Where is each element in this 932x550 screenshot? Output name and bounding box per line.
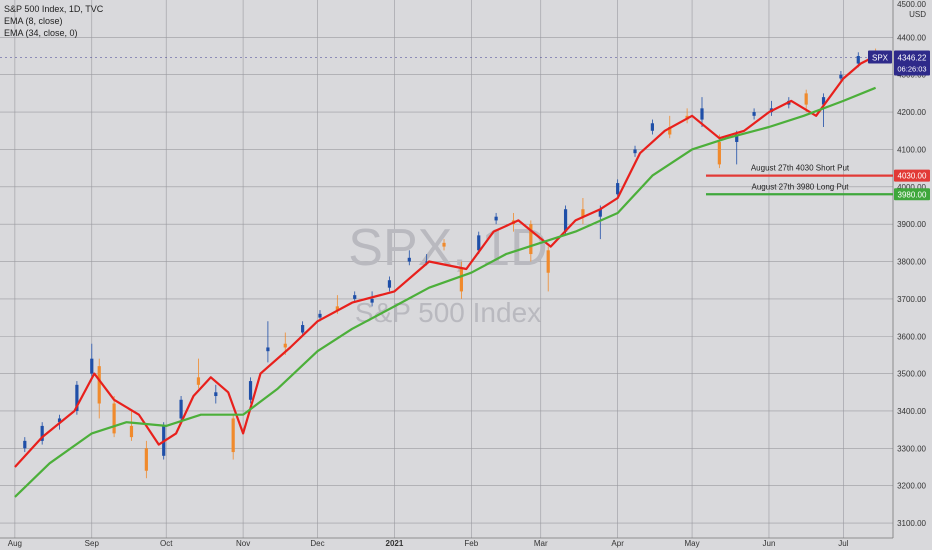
- x-tick-label: Nov: [236, 539, 250, 548]
- ema-slow-line: [14, 86, 877, 498]
- price-tag-box: [894, 50, 930, 76]
- candle-body: [494, 216, 498, 221]
- candle-body: [735, 134, 739, 142]
- candle-body: [387, 280, 392, 288]
- candle-body: [90, 358, 94, 374]
- candle-body: [370, 298, 374, 303]
- candle-body: [196, 377, 201, 385]
- x-tick-label: Oct: [160, 539, 173, 548]
- candle-body: [804, 93, 808, 105]
- candle-body: [407, 257, 411, 262]
- price-axis-unit: 4500.00 USD: [897, 0, 926, 20]
- candle-body: [301, 325, 305, 333]
- price-tag-symbol: SPX: [872, 53, 889, 62]
- candle-body: [700, 108, 704, 120]
- y-tick-label: 4100.00: [897, 145, 926, 154]
- candle-body: [353, 295, 357, 299]
- candle-body: [144, 448, 148, 471]
- x-tick-label: 2021: [386, 539, 404, 548]
- y-tick-label: 3400.00: [897, 407, 926, 416]
- put-level-tag: [894, 188, 930, 201]
- candle-body: [821, 97, 826, 105]
- x-tick-label: Sep: [85, 539, 100, 548]
- y-tick-label: 3700.00: [897, 295, 926, 304]
- ema-slow-legend[interactable]: EMA (34, close, 0): [4, 28, 78, 38]
- y-tick-label: 3500.00: [897, 370, 926, 379]
- x-tick-label: Jul: [838, 539, 848, 548]
- y-tick-label: 3200.00: [897, 482, 926, 491]
- put-level-annotation: August 27th 4030 Short Put: [751, 164, 850, 173]
- candle-body: [616, 183, 620, 195]
- y-tick-label: 4400.00: [897, 33, 926, 42]
- y-tick-label: 3600.00: [897, 332, 926, 341]
- chart-legend: S&P 500 Index, 1D, TVC EMA (8, close) EM…: [4, 3, 103, 39]
- y-tick-label: 3300.00: [897, 444, 926, 453]
- candle-body: [179, 399, 183, 419]
- candle-body: [214, 392, 218, 397]
- candle-body: [752, 112, 756, 116]
- candle-body: [248, 381, 253, 400]
- candle-body: [581, 209, 585, 217]
- candle-body: [477, 235, 481, 251]
- x-tick-label: Aug: [8, 539, 22, 548]
- x-tick-label: Feb: [464, 539, 478, 548]
- price-tag-value: 4346.22: [898, 53, 927, 62]
- candle-body: [668, 127, 672, 135]
- candle-body: [112, 403, 116, 434]
- candle-body: [97, 366, 101, 404]
- candle-body: [563, 209, 568, 232]
- y-tick-label: 3900.00: [897, 220, 926, 229]
- candle-body: [546, 250, 550, 273]
- put-level-tag-label: 3980.00: [898, 190, 927, 199]
- candle-body: [529, 224, 533, 255]
- candle-body: [839, 74, 843, 79]
- put-level-tag: [894, 169, 930, 182]
- put-level-tag-label: 4030.00: [898, 172, 927, 181]
- candle-body: [75, 384, 79, 411]
- candle-body: [598, 209, 602, 217]
- candle-body: [425, 261, 429, 263]
- x-tick-label: Jun: [763, 539, 776, 548]
- candle-body: [442, 242, 446, 247]
- ema-fast-legend[interactable]: EMA (8, close): [4, 16, 63, 26]
- currency-label: USD: [909, 10, 926, 19]
- price-tag-countdown: 06:26:03: [897, 64, 926, 73]
- x-tick-label: Apr: [611, 539, 624, 548]
- top-tick-partial: 4500.00: [897, 0, 926, 9]
- y-tick-label: 3100.00: [897, 519, 926, 528]
- y-tick-label: 4200.00: [897, 108, 926, 117]
- x-tick-label: Dec: [310, 539, 324, 548]
- candle-body: [231, 418, 235, 453]
- candle-body: [633, 149, 637, 154]
- candle-body: [129, 425, 134, 438]
- candle-body: [318, 313, 322, 318]
- ema-fast-line: [14, 55, 877, 468]
- candle-body: [283, 343, 287, 348]
- put-level-annotation: August 27th 3980 Long Put: [752, 182, 850, 191]
- candle-body: [650, 123, 654, 131]
- candle-body: [856, 56, 860, 64]
- candle-body: [335, 306, 339, 311]
- y-tick-label: 4000.00: [897, 183, 926, 192]
- x-tick-label: May: [685, 539, 700, 548]
- price-tag-symbol-box: [868, 50, 892, 64]
- candle-body: [23, 440, 27, 449]
- symbol-title[interactable]: S&P 500 Index, 1D, TVC: [4, 4, 104, 14]
- candle-body: [717, 141, 721, 165]
- x-tick-label: Mar: [534, 539, 548, 548]
- candle-body: [57, 418, 62, 423]
- watermark-symbol: SPX, 1D: [348, 219, 547, 277]
- watermark-name: S&P 500 Index: [355, 297, 541, 328]
- candle-body: [266, 347, 270, 352]
- candle-body: [459, 269, 463, 292]
- candle-body: [40, 425, 44, 441]
- y-tick-label: 3800.00: [897, 258, 926, 267]
